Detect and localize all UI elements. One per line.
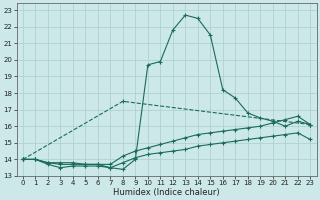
X-axis label: Humidex (Indice chaleur): Humidex (Indice chaleur)	[113, 188, 220, 197]
